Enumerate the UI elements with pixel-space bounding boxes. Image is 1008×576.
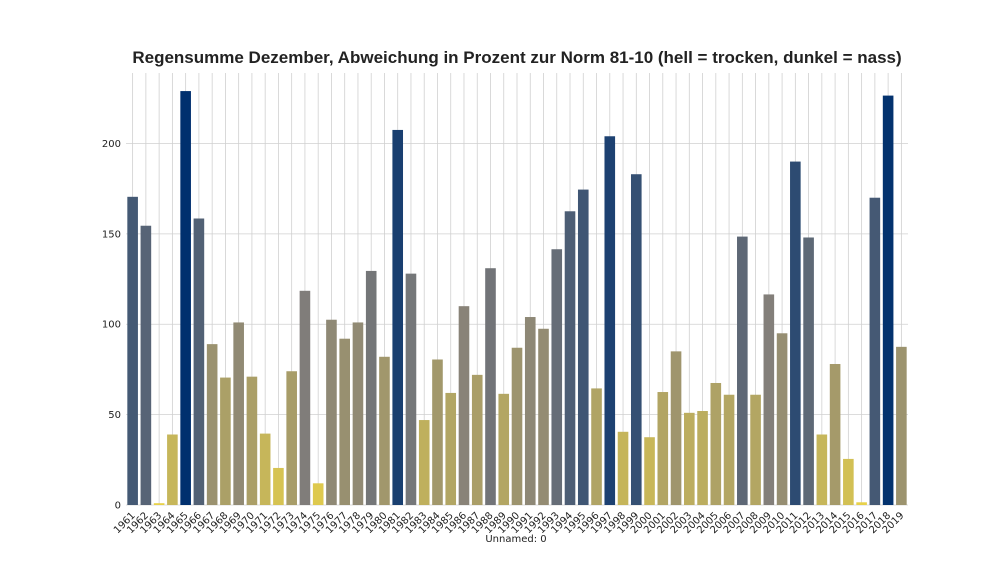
bar-1968 (220, 377, 231, 505)
chart-title: Regensumme Dezember, Abweichung in Proze… (132, 48, 901, 67)
bar-1964 (167, 434, 178, 505)
bar-1986 (458, 306, 470, 505)
bar-2002 (670, 351, 682, 505)
bar-1999 (630, 174, 642, 506)
bar-2003 (684, 412, 695, 505)
bar-1987 (471, 374, 483, 505)
bar-1969 (233, 322, 244, 505)
bar-1970 (246, 376, 258, 505)
bar-1984 (432, 359, 443, 505)
bar-1971 (259, 433, 271, 505)
bar-1997 (604, 136, 616, 505)
bar-1995 (577, 189, 589, 506)
bar-1975 (312, 483, 324, 505)
bar-2005 (710, 382, 722, 505)
bar-1990 (511, 347, 523, 505)
bar-1967 (206, 344, 218, 505)
bar-1973 (286, 371, 297, 505)
bar-1983 (418, 420, 430, 505)
y-tick-label: 0 (115, 501, 121, 512)
bar-2001 (657, 392, 669, 505)
bar-2017 (869, 197, 881, 505)
bar-1991 (524, 317, 536, 505)
bar-1989 (498, 393, 510, 505)
x-axis: 1961196219631964196519661967196819691970… (112, 510, 907, 536)
bar-1988 (485, 268, 496, 505)
bar-1998 (617, 431, 629, 505)
bar-1996 (591, 388, 602, 505)
bar-1992 (538, 328, 549, 505)
y-tick-label: 100 (102, 320, 121, 331)
bars (127, 91, 907, 506)
bar-2018 (882, 95, 894, 505)
y-tick-label: 50 (108, 410, 121, 421)
bar-2006 (723, 394, 735, 505)
bar-1976 (326, 319, 337, 505)
bar-2016 (856, 502, 867, 505)
bar-1980 (379, 356, 390, 505)
bar-2011 (790, 161, 801, 505)
bar-1985 (445, 392, 457, 505)
bar-2008 (750, 394, 761, 505)
bar-1966 (193, 218, 205, 505)
bar-2019 (896, 346, 907, 505)
bar-2013 (816, 434, 828, 505)
bar-2015 (843, 458, 854, 505)
bar-1993 (551, 249, 563, 505)
bar-1974 (299, 290, 311, 505)
y-tick-label: 150 (102, 229, 121, 240)
bar-1972 (273, 467, 284, 505)
bar-2009 (763, 294, 775, 505)
bar-1981 (392, 129, 404, 505)
bar-1962 (140, 225, 152, 506)
bar-1982 (405, 273, 417, 505)
bar-1979 (365, 270, 377, 505)
bar-1978 (352, 322, 364, 505)
bar-1977 (339, 338, 350, 505)
bar-2014 (829, 364, 841, 505)
bar-2010 (776, 333, 788, 505)
bar-2000 (644, 437, 655, 505)
bar-1961 (127, 196, 138, 505)
bar-1994 (564, 211, 576, 505)
x-axis-label: Unnamed: 0 (485, 534, 546, 545)
y-axis: 0 50 100 150 200 (102, 139, 121, 512)
y-tick-label: 200 (102, 139, 121, 150)
bar-1965 (180, 91, 191, 505)
bar-1963 (153, 503, 165, 505)
bar-2007 (737, 236, 748, 505)
bar-2004 (697, 411, 708, 505)
bar-2012 (803, 237, 814, 505)
